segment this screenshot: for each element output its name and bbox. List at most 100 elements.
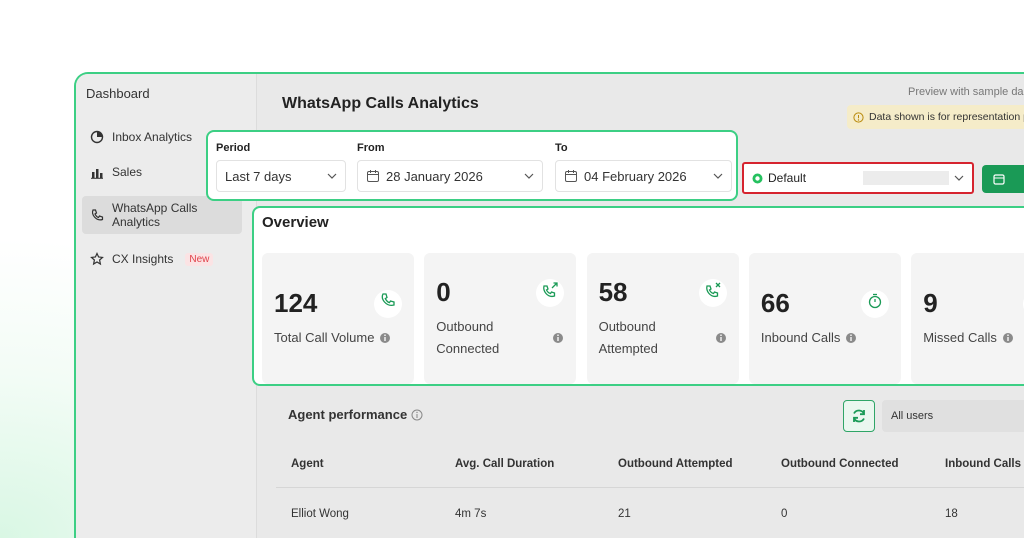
badge: New xyxy=(185,252,214,266)
kpi-label-text: Total Call Volume xyxy=(274,330,375,345)
from-date[interactable]: 28 January 2026 xyxy=(357,160,543,192)
nav-item[interactable]: Inbox Analytics xyxy=(82,126,242,148)
icon-svg xyxy=(868,293,882,309)
kpi-top: 0 xyxy=(436,277,565,308)
kpi-value: 124 xyxy=(274,288,318,318)
refresh-button[interactable] xyxy=(843,400,875,432)
info-icon xyxy=(845,332,857,344)
nav-item[interactable]: Sales xyxy=(82,161,242,183)
info-icon xyxy=(379,332,391,344)
table-cell: 0 xyxy=(781,508,788,520)
table-cell: 21 xyxy=(618,508,631,520)
icon xyxy=(90,130,104,144)
kpi-value: 58 xyxy=(598,277,628,307)
kpi-label: Outbound Attempted xyxy=(599,316,727,360)
icon xyxy=(91,209,104,221)
icon xyxy=(701,278,725,307)
kpi-label: Outbound Connected xyxy=(436,316,564,360)
icon xyxy=(853,111,864,123)
kpi-value: 66 xyxy=(760,288,790,318)
icon xyxy=(538,278,562,307)
kpi-value: 9 xyxy=(923,288,938,318)
chevron xyxy=(524,173,534,179)
kpi-icon xyxy=(536,278,565,307)
kpi-top: 66 xyxy=(761,288,889,319)
kpi-label-text: Outbound Connected xyxy=(436,319,500,356)
notice: Data shown is for representation p xyxy=(847,105,1024,129)
sidebar-title: Dashboard xyxy=(86,86,150,101)
info-svg xyxy=(553,333,564,343)
kpi-label-text: Inbound Calls xyxy=(760,330,841,345)
nav-label: Sales xyxy=(112,165,143,179)
info-icon xyxy=(715,332,727,344)
kpi-label: Total Call Volume xyxy=(274,327,402,349)
column-header: Agent xyxy=(291,458,324,470)
column-header: Outbound Connected xyxy=(781,458,899,470)
column-header: Outbound Attempted xyxy=(618,458,733,470)
users-select[interactable]: All users xyxy=(882,400,1024,432)
nav-item-active[interactable]: WhatsApp Calls Analytics xyxy=(82,196,242,234)
table-cell: 18 xyxy=(945,508,958,520)
sidebar: Dashboard Inbox Analytics Sales WhatsApp… xyxy=(76,74,257,538)
kpi-card: 9 Missed Calls xyxy=(911,253,1024,384)
info-svg xyxy=(380,333,391,343)
kpi-label-text: Outbound Attempted xyxy=(598,319,658,356)
info-icon xyxy=(1002,332,1014,344)
kpi-top: 58 xyxy=(599,277,727,308)
nav-item[interactable]: CX Insights New xyxy=(82,248,242,270)
kpi-top: 124 xyxy=(274,288,402,319)
preview-note: Preview with sample da xyxy=(908,86,1024,98)
kpi-card: 0 Outbound Connected xyxy=(424,253,577,384)
select-value: Last 7 days xyxy=(225,168,292,184)
chevron xyxy=(713,173,723,179)
calendar-icon xyxy=(565,170,577,182)
column-header: Inbound Calls xyxy=(945,458,1022,470)
period-select[interactable]: Last 7 days xyxy=(216,160,346,192)
icon xyxy=(863,289,887,318)
icon xyxy=(853,409,865,423)
action-button[interactable] xyxy=(982,165,1024,193)
info-icon xyxy=(411,409,423,420)
icon xyxy=(91,169,103,179)
overview-panel: Overview 124 Total Call Volume 0 Outbound C… xyxy=(252,206,1024,386)
select-value: 04 February 2026 xyxy=(584,168,687,184)
section-title: Agent performance xyxy=(288,407,423,422)
info-icon xyxy=(552,332,564,344)
kpi-label: Inbound Calls xyxy=(761,327,889,349)
icon-svg xyxy=(543,282,558,298)
field-label: From xyxy=(357,142,385,154)
select-value: Default xyxy=(768,171,807,185)
info-svg xyxy=(715,333,726,343)
calendar-icon xyxy=(367,170,379,182)
page-title: WhatsApp Calls Analytics xyxy=(282,95,479,112)
kpi-icon xyxy=(698,278,727,307)
kpi-value: 0 xyxy=(436,277,451,307)
table-divider xyxy=(276,487,1024,488)
kpi-card: 58 Outbound Attempted xyxy=(586,253,739,384)
icon-svg xyxy=(705,282,721,298)
account-select[interactable]: Default xyxy=(742,162,974,194)
icon xyxy=(376,289,400,318)
info-svg xyxy=(846,333,857,343)
kpi-top: 9 xyxy=(923,288,1024,319)
column-header: Avg. Call Duration xyxy=(455,458,555,470)
kpi-icon xyxy=(860,289,889,318)
placeholder-bar xyxy=(863,171,949,185)
section-title-text: Agent performance xyxy=(288,407,408,422)
nav-label: WhatsApp Calls Analytics xyxy=(112,201,198,229)
field-label: To xyxy=(555,142,568,154)
kpi-card: 66 Inbound Calls xyxy=(748,253,901,384)
overview-title: Overview xyxy=(262,214,329,231)
icon xyxy=(993,174,1005,185)
chevron xyxy=(954,175,964,181)
nav-label: CX Insights xyxy=(112,252,174,266)
info-svg xyxy=(1002,333,1013,343)
nav-label: Inbox Analytics xyxy=(112,130,193,144)
icon-svg xyxy=(381,293,395,307)
table-cell: 4m 7s xyxy=(455,508,487,520)
chevron xyxy=(327,173,337,179)
to-date[interactable]: 04 February 2026 xyxy=(555,160,732,192)
